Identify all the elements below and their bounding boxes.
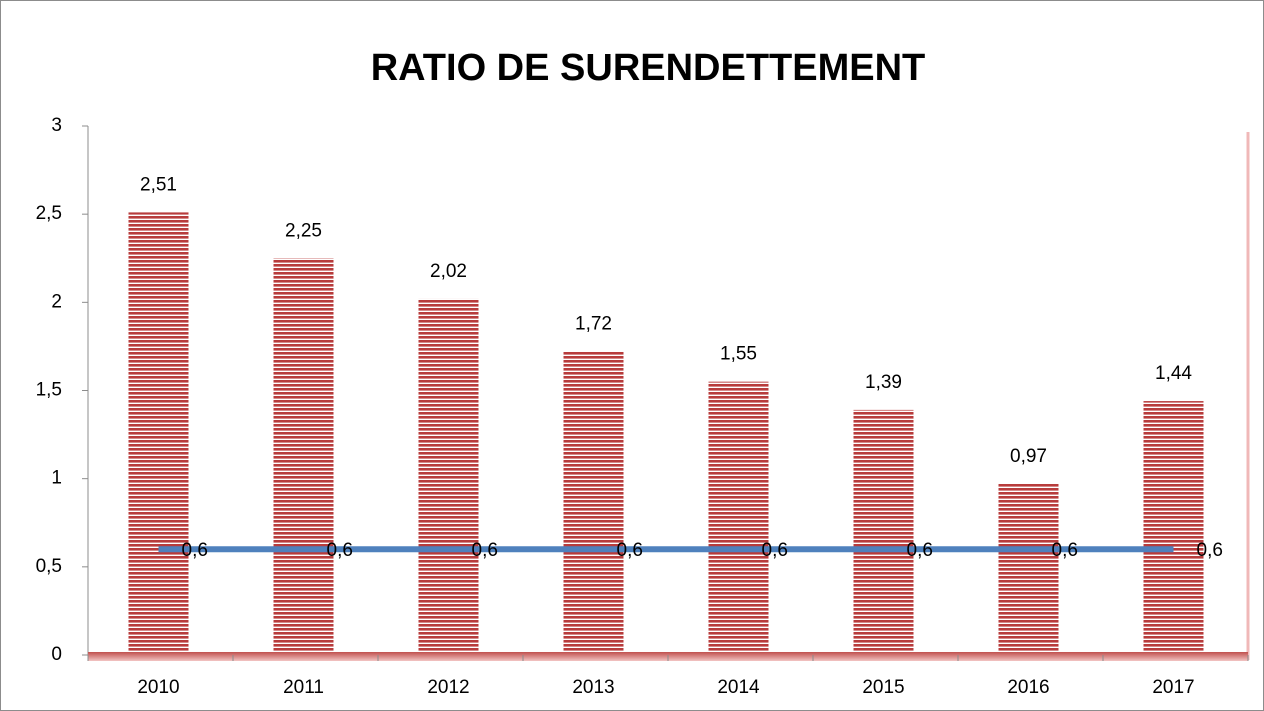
data-label: 1,44 bbox=[1155, 363, 1192, 384]
bar bbox=[853, 409, 914, 655]
data-label: 0,6 bbox=[1197, 540, 1223, 561]
bar bbox=[273, 258, 334, 655]
data-label: 2,02 bbox=[430, 261, 467, 282]
x-tick-label: 2012 bbox=[427, 677, 469, 698]
y-tick-label: 1 bbox=[51, 468, 62, 489]
data-label: 0,6 bbox=[1052, 540, 1078, 561]
x-tick-label: 2011 bbox=[283, 677, 324, 698]
y-tick-label: 1,5 bbox=[36, 380, 62, 401]
bar bbox=[998, 483, 1059, 655]
data-label: 1,39 bbox=[865, 372, 902, 393]
data-label: 0,6 bbox=[762, 540, 788, 561]
data-label: 0,6 bbox=[327, 540, 353, 561]
bar bbox=[708, 381, 769, 655]
y-tick-label: 0,5 bbox=[36, 556, 62, 577]
bar bbox=[563, 351, 624, 655]
bar bbox=[418, 298, 479, 655]
x-tick-label: 2013 bbox=[572, 677, 614, 698]
data-label: 1,72 bbox=[575, 314, 612, 335]
y-tick-label: 2,5 bbox=[36, 203, 62, 224]
chart-title: RATIO DE SURENDETTEMENT bbox=[371, 47, 926, 89]
data-label: 2,51 bbox=[140, 174, 177, 195]
data-label: 1,55 bbox=[720, 344, 757, 365]
data-label: 0,6 bbox=[617, 540, 643, 561]
x-tick-label: 2017 bbox=[1152, 677, 1194, 698]
bar bbox=[128, 212, 189, 656]
y-tick-label: 0 bbox=[51, 644, 62, 665]
data-label: 0,6 bbox=[907, 540, 933, 561]
x-tick-label: 2010 bbox=[137, 677, 179, 698]
x-tick-label: 2015 bbox=[862, 677, 904, 698]
data-label: 0,6 bbox=[182, 540, 208, 561]
data-label: 0,6 bbox=[472, 540, 498, 561]
y-tick-label: 2 bbox=[51, 291, 62, 312]
x-tick-label: 2014 bbox=[717, 677, 760, 698]
data-label: 2,25 bbox=[285, 220, 322, 241]
bar bbox=[1143, 401, 1204, 655]
x-tick-label: 2016 bbox=[1007, 677, 1049, 698]
data-label: 0,97 bbox=[1010, 446, 1047, 467]
y-tick-label: 3 bbox=[51, 115, 62, 136]
